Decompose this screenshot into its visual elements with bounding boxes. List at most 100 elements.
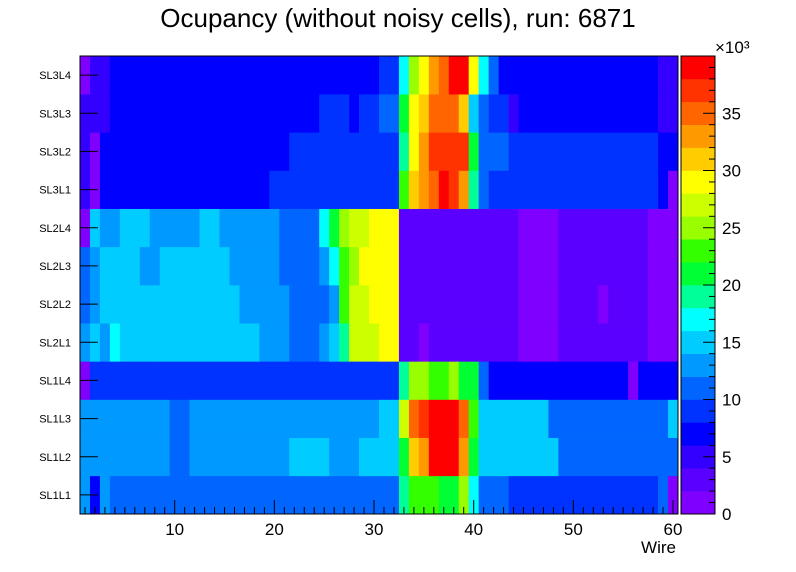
- heatmap-cell: [219, 208, 280, 248]
- heatmap-cell: [398, 285, 519, 324]
- heatmap-cell: [329, 208, 340, 248]
- heatmap-cell: [269, 170, 400, 209]
- heatmap-cell: [159, 285, 240, 324]
- heatmap-cell: [468, 437, 479, 477]
- palette-swatch: [681, 422, 715, 446]
- heatmap-cell: [279, 246, 320, 286]
- y-tick-label: SL1L3: [39, 414, 71, 426]
- heatmap-cell: [349, 285, 370, 324]
- heatmap-cell: [508, 132, 659, 171]
- palette-swatch: [681, 193, 715, 217]
- heatmap-cell: [339, 208, 350, 248]
- palette-swatch: [681, 170, 715, 194]
- heatmap-cell: [478, 170, 489, 209]
- heatmap-cell: [508, 94, 519, 133]
- heatmap-cell: [349, 94, 360, 133]
- heatmap-cell: [359, 246, 400, 286]
- heatmap-cell: [458, 475, 469, 515]
- z-tick-label: 20: [722, 276, 741, 295]
- y-tick-label: SL3L4: [39, 70, 71, 82]
- palette-swatch: [681, 147, 715, 171]
- heatmap-cell: [408, 361, 430, 400]
- heatmap-cell: [558, 437, 679, 477]
- heatmap-cells: [80, 56, 679, 515]
- heatmap-cell: [658, 475, 669, 515]
- palette-swatch: [681, 239, 715, 263]
- heatmap-cell: [478, 361, 489, 400]
- heatmap-cell: [408, 56, 420, 95]
- heatmap-cell: [598, 285, 609, 324]
- heatmap-cell: [448, 170, 460, 209]
- heatmap-cell: [428, 437, 460, 477]
- x-axis-ticks: 10 20 30 40 50 60: [84, 500, 683, 539]
- palette-swatch: [681, 262, 715, 286]
- heatmap-cell: [418, 170, 430, 209]
- heatmap-cell: [99, 323, 111, 362]
- heatmap-cell: [349, 246, 360, 286]
- z-tick-label: 25: [722, 219, 741, 238]
- heatmap-cell: [418, 56, 430, 95]
- y-tick-label: SL1L1: [39, 490, 71, 502]
- heatmap-cell: [259, 323, 290, 362]
- heatmap-cell: [349, 323, 380, 362]
- heatmap-cell: [379, 323, 400, 362]
- heatmap-cell: [658, 132, 679, 171]
- palette-swatch: [681, 56, 715, 80]
- heatmap-cell: [319, 323, 330, 362]
- heatmap-cell: [398, 170, 410, 209]
- heatmap-cell: [289, 285, 330, 324]
- heatmap-cell: [468, 399, 479, 438]
- palette-swatch: [681, 216, 715, 240]
- x-tick-label: 60: [664, 520, 683, 539]
- heatmap-cell: [398, 323, 420, 362]
- heatmap-cell: [438, 475, 460, 515]
- heatmap-cell: [229, 246, 280, 286]
- heatmap-cell: [468, 94, 479, 133]
- y-tick-label: SL3L1: [39, 185, 71, 197]
- heatmap-cell: [398, 475, 410, 515]
- heatmap-cell: [628, 361, 639, 400]
- y-tick-label: SL2L2: [39, 299, 71, 311]
- palette-swatch: [681, 353, 715, 377]
- heatmap-cell: [648, 208, 679, 248]
- heatmap-cell: [398, 132, 410, 171]
- heatmap-cell: [319, 246, 330, 286]
- heatmap-cell: [89, 56, 111, 95]
- heatmap-cell: [159, 323, 260, 362]
- heatmap-cell: [99, 170, 270, 209]
- heatmap-cell: [428, 170, 440, 209]
- heatmap-cell: [159, 246, 230, 286]
- palette-swatch: [681, 285, 715, 309]
- heatmap-cell: [398, 361, 410, 400]
- heatmap-cell: [558, 323, 649, 362]
- heatmap-cell: [488, 94, 509, 133]
- heatmap-cell: [189, 437, 290, 477]
- palette-swatch: [681, 307, 715, 332]
- y-tick-label: SL2L4: [39, 223, 71, 235]
- heatmap-cell: [379, 399, 400, 438]
- heatmap-cell: [478, 56, 489, 95]
- heatmap-cell: [359, 94, 380, 133]
- x-tick-label: 10: [165, 520, 184, 539]
- heatmap-cell: [379, 56, 400, 95]
- heatmap-cell: [149, 208, 200, 248]
- heatmap-cell: [458, 94, 469, 133]
- heatmap-cell: [458, 437, 469, 477]
- heatmap-cell: [428, 399, 460, 438]
- heatmap-cell: [658, 94, 679, 133]
- heatmap-cell: [199, 208, 220, 248]
- heatmap-cell: [428, 94, 460, 133]
- color-palette-bar: [680, 55, 716, 515]
- y-tick-label: SL2L3: [39, 261, 71, 273]
- heatmap-cell: [289, 323, 320, 362]
- y-tick-label: SL3L3: [39, 108, 71, 120]
- heatmap-cell: [468, 56, 479, 95]
- heatmap-cell: [239, 285, 290, 324]
- heatmap-cell: [398, 94, 410, 133]
- heatmap-cell: [119, 323, 161, 362]
- heatmap-cell: [428, 361, 450, 400]
- heatmap-cell: [458, 361, 479, 400]
- heatmap-cell: [398, 437, 410, 477]
